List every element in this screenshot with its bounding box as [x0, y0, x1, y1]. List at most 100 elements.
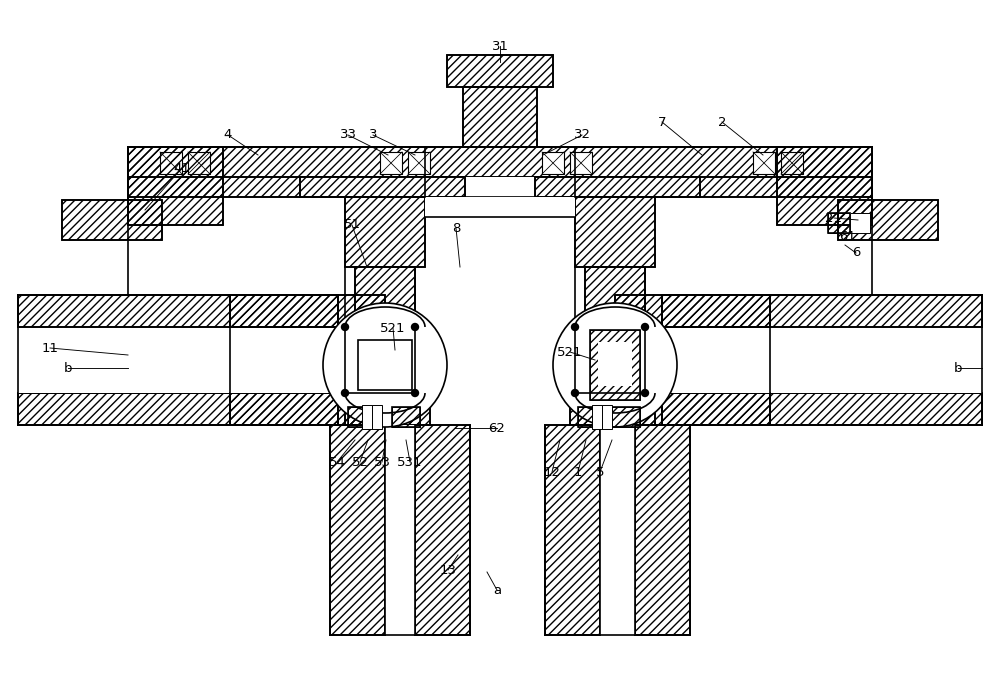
Bar [18, 393, 338, 425]
Bar [415, 425, 470, 635]
Text: 13: 13 [440, 564, 456, 577]
Bar [598, 342, 632, 386]
Bar [662, 393, 982, 425]
Bar [355, 267, 415, 329]
Bar [575, 197, 655, 267]
Bar [590, 330, 640, 400]
Text: 31: 31 [492, 39, 509, 52]
Text: 33: 33 [340, 129, 356, 141]
Bar [570, 393, 655, 425]
Text: 32: 32 [574, 129, 590, 141]
Bar [62, 200, 162, 240]
Text: 1: 1 [574, 466, 582, 479]
Bar [615, 295, 770, 327]
Bar [585, 267, 645, 329]
Bar [18, 295, 338, 327]
Bar [635, 425, 690, 635]
Bar [128, 147, 872, 197]
Bar [230, 295, 385, 327]
Circle shape [642, 324, 648, 330]
Circle shape [342, 324, 349, 330]
Bar [828, 213, 850, 233]
Text: 531: 531 [397, 456, 423, 469]
Bar [545, 425, 600, 635]
Circle shape [342, 390, 349, 396]
Bar [662, 393, 982, 425]
Bar [592, 405, 602, 429]
Bar [463, 87, 537, 147]
Bar [600, 425, 635, 635]
Bar [372, 405, 382, 429]
Text: 21: 21 [826, 211, 842, 224]
Bar [838, 200, 938, 240]
Bar [535, 177, 700, 197]
Text: 4: 4 [224, 129, 232, 141]
Bar [18, 393, 338, 425]
Bar [230, 327, 345, 393]
Text: 2: 2 [718, 116, 726, 129]
Bar [385, 425, 415, 635]
Bar [230, 295, 385, 327]
Bar [330, 425, 385, 635]
Bar [570, 152, 592, 174]
Bar [188, 152, 210, 174]
Circle shape [572, 324, 578, 330]
Bar [345, 393, 430, 425]
Bar [128, 147, 223, 225]
Bar [300, 177, 465, 197]
Circle shape [553, 303, 677, 427]
Bar [18, 327, 338, 393]
Bar [408, 152, 430, 174]
Bar [838, 200, 938, 240]
Text: 7: 7 [658, 116, 666, 129]
Bar [415, 425, 470, 635]
Bar [590, 330, 640, 400]
Bar [615, 393, 770, 425]
Bar [662, 295, 982, 327]
Bar [362, 405, 372, 429]
Bar [160, 152, 182, 174]
Bar [128, 147, 223, 225]
Bar [781, 152, 803, 174]
Text: 51: 51 [344, 218, 360, 231]
Text: 53: 53 [374, 456, 390, 469]
Bar [392, 407, 420, 427]
Bar [542, 152, 564, 174]
Text: 6: 6 [852, 247, 860, 260]
Circle shape [323, 303, 447, 427]
Bar [662, 295, 982, 327]
Text: 62: 62 [489, 422, 505, 435]
Bar [348, 407, 376, 427]
Text: 54: 54 [329, 456, 345, 469]
Circle shape [642, 390, 648, 396]
Circle shape [412, 390, 418, 396]
Bar [535, 177, 700, 197]
Bar [753, 152, 775, 174]
Bar [230, 393, 385, 425]
Text: 521: 521 [380, 322, 406, 335]
Bar [828, 213, 850, 233]
Bar [850, 213, 870, 233]
Bar [300, 177, 465, 197]
Text: 3: 3 [369, 129, 377, 141]
Bar [128, 177, 872, 197]
Text: 12: 12 [544, 466, 560, 479]
Bar [62, 200, 162, 240]
Bar [662, 327, 982, 393]
Bar [463, 87, 537, 147]
Bar [777, 147, 872, 225]
Bar [578, 407, 606, 427]
Bar [585, 267, 645, 329]
Bar [575, 197, 655, 267]
Bar [358, 340, 412, 390]
Bar [330, 425, 385, 635]
Bar [602, 405, 612, 429]
Bar [447, 55, 553, 87]
Circle shape [572, 390, 578, 396]
Text: 521: 521 [557, 345, 583, 358]
Bar [447, 55, 553, 87]
Text: 8: 8 [452, 222, 460, 235]
Bar [392, 407, 420, 427]
Bar [850, 213, 870, 233]
Bar [345, 393, 430, 425]
